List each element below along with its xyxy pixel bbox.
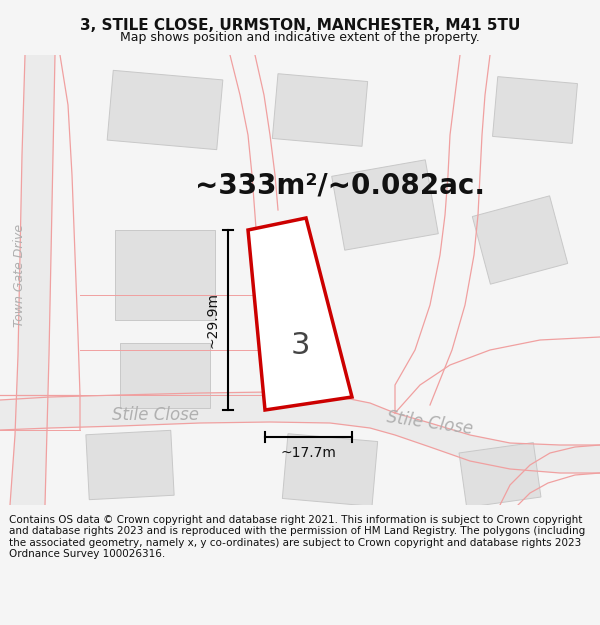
Polygon shape bbox=[0, 392, 600, 473]
Text: 3, STILE CLOSE, URMSTON, MANCHESTER, M41 5TU: 3, STILE CLOSE, URMSTON, MANCHESTER, M41… bbox=[80, 18, 520, 32]
Text: 3: 3 bbox=[290, 331, 310, 359]
Polygon shape bbox=[10, 55, 55, 505]
Polygon shape bbox=[459, 442, 541, 508]
Text: Stile Close: Stile Close bbox=[112, 406, 199, 424]
Polygon shape bbox=[332, 160, 438, 250]
Polygon shape bbox=[272, 74, 368, 146]
Polygon shape bbox=[107, 71, 223, 149]
Text: Stile Close: Stile Close bbox=[386, 408, 475, 438]
Text: ~333m²/~0.082ac.: ~333m²/~0.082ac. bbox=[195, 171, 485, 199]
Polygon shape bbox=[86, 431, 174, 499]
Polygon shape bbox=[120, 342, 210, 408]
Text: ~29.9m: ~29.9m bbox=[205, 292, 219, 348]
Text: Town Gate Drive: Town Gate Drive bbox=[13, 223, 26, 326]
Text: Contains OS data © Crown copyright and database right 2021. This information is : Contains OS data © Crown copyright and d… bbox=[9, 514, 585, 559]
Polygon shape bbox=[493, 77, 577, 143]
Text: ~17.7m: ~17.7m bbox=[281, 446, 337, 460]
Polygon shape bbox=[472, 196, 568, 284]
Text: Map shows position and indicative extent of the property.: Map shows position and indicative extent… bbox=[120, 31, 480, 44]
Polygon shape bbox=[283, 434, 377, 506]
Polygon shape bbox=[248, 218, 352, 410]
Polygon shape bbox=[115, 230, 215, 320]
